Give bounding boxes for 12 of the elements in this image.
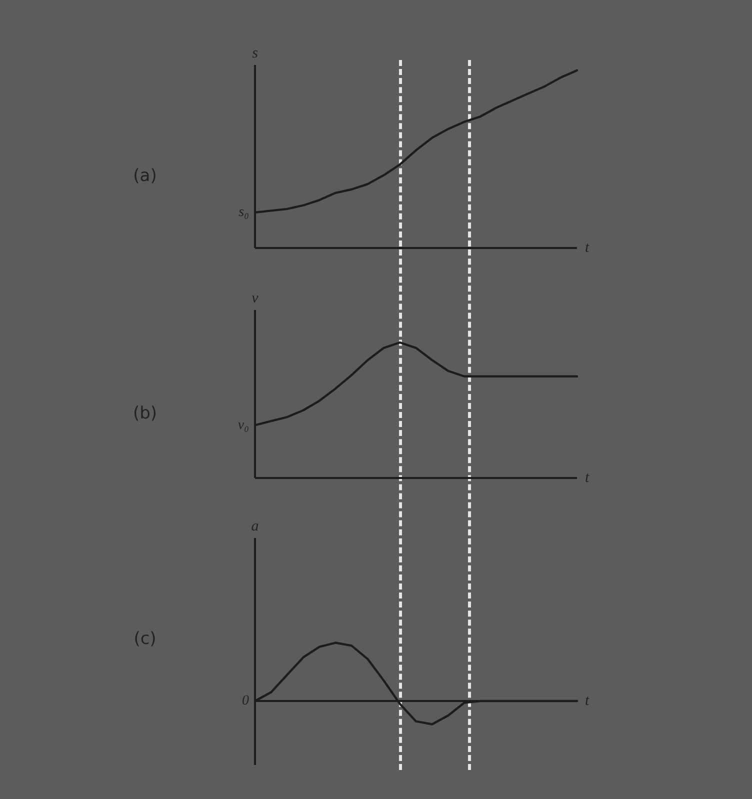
x-axis-title: t	[585, 240, 590, 256]
chart-title: (c)	[134, 628, 156, 649]
x-axis-title: t	[585, 470, 590, 486]
y-axis-title: s	[252, 45, 258, 62]
x-axis-title: t	[585, 692, 590, 709]
y-axis-title: a	[251, 518, 259, 534]
text: v₀	[238, 418, 250, 433]
text: (b)	[132, 403, 158, 424]
text: (a)	[133, 166, 157, 186]
y-axis-title: v	[252, 290, 259, 306]
text: 0	[242, 694, 249, 709]
text: s₀	[238, 205, 250, 220]
